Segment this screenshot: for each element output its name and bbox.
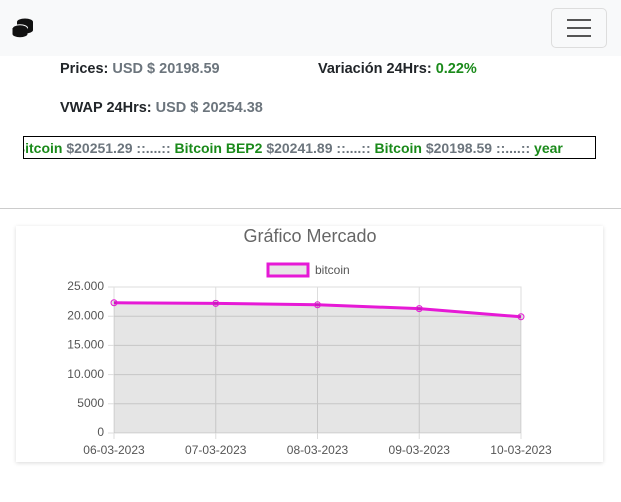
point (517, 313, 525, 321)
chart-card: Gráfico Mercado 0 5000 10.000 15.000 20.000 2… (16, 226, 603, 462)
separator: ::....:: (495, 140, 531, 156)
y-tick-label: 20.000 (67, 308, 104, 322)
area (114, 302, 521, 433)
prices: Prices: USD $ 20198.59 (60, 61, 220, 77)
point (212, 299, 220, 307)
coin-price: $20198.59 (425, 140, 493, 156)
variation: Variación 24Hrs: 0.22% (318, 61, 477, 77)
chart-title: Gráfico Mercado (243, 226, 376, 246)
vwap: VWAP 24Hrs: USD $ 20254.38 (60, 100, 263, 116)
y-tick-label: 15.000 (67, 338, 104, 352)
coin-name: year (534, 140, 563, 156)
y-tick-label: 0 (97, 425, 104, 439)
label: Prices: (60, 61, 109, 77)
menu-toggle[interactable] (551, 8, 607, 48)
coin-price: $20241.89 (266, 140, 333, 156)
point (110, 299, 118, 307)
coin-price: $20251.29 (66, 140, 133, 156)
x-tick-label: 08-03-2023 (287, 443, 349, 457)
x-tick-label: 06-03-2023 (83, 443, 145, 457)
ticker-text: Bitcoin $20251.29 ::....:: Bitcoin BEP2 … (24, 140, 563, 156)
label: Variación 24Hrs: (318, 61, 432, 77)
logo-icon[interactable] (12, 18, 34, 38)
y-tick-label: 25.000 (67, 279, 104, 293)
value: USD $ 20254.38 (155, 100, 263, 116)
chart: Gráfico Mercado 0 5000 10.000 15.000 20.000 2… (67, 226, 552, 457)
separator: ::....:: (336, 140, 371, 156)
legend-swatch (266, 262, 310, 278)
legend-label: bitcoin (315, 263, 350, 277)
y-tick-label: 10.000 (67, 367, 104, 381)
line (113, 301, 522, 319)
point (415, 305, 423, 313)
x-tick-label: 09-03-2023 (389, 443, 451, 457)
navbar (0, 0, 621, 56)
x-tick-label: 07-03-2023 (185, 443, 247, 457)
coin-name: Bitcoin (24, 140, 63, 156)
ticker: Bitcoin $20251.29 ::....:: Bitcoin BEP2 … (23, 136, 596, 159)
separator: ::....:: (136, 140, 171, 156)
label: VWAP 24Hrs: (60, 100, 152, 116)
y-tick-label: 5000 (77, 396, 104, 410)
divider (0, 208, 621, 209)
point (314, 301, 321, 309)
x-tick-label: 10-03-2023 (490, 443, 552, 457)
value: USD $ 20198.59 (112, 61, 220, 77)
value: 0.22% (435, 61, 477, 77)
coin-name: Bitcoin BEP2 (174, 140, 263, 156)
coin-name: Bitcoin (374, 140, 422, 156)
